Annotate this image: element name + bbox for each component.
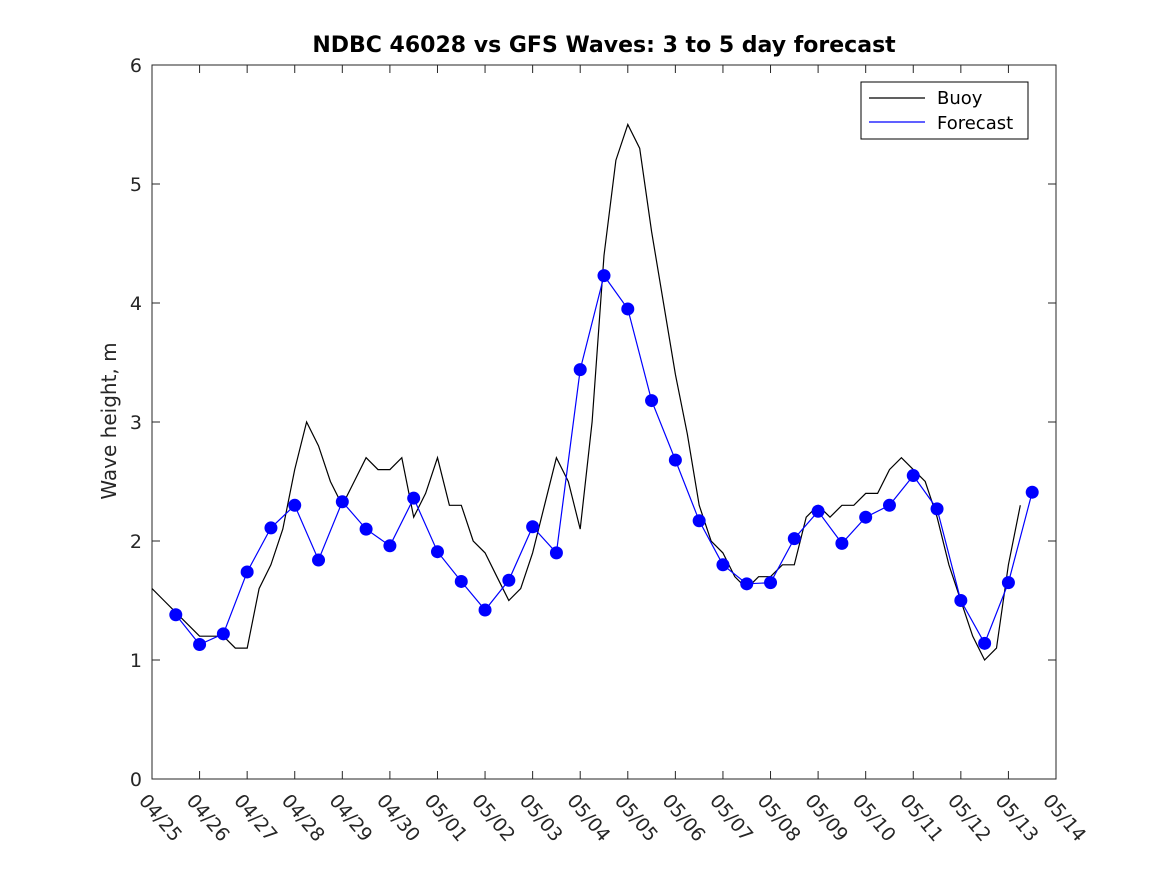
y-tick-label: 4 — [130, 293, 142, 315]
forecast-point — [906, 469, 920, 483]
forecast-point — [430, 545, 444, 559]
y-axis-ticks: 0 1 2 3 4 5 6 — [130, 55, 1056, 791]
forecast-point — [549, 546, 563, 560]
forecast-point — [573, 363, 587, 377]
forecast-point — [216, 627, 230, 641]
forecast-point — [193, 638, 207, 652]
y-tick-label: 5 — [130, 174, 142, 196]
chart-title: NDBC 46028 vs GFS Waves: 3 to 5 day fore… — [312, 33, 896, 58]
y-tick-label: 6 — [130, 55, 142, 77]
forecast-point — [169, 608, 183, 622]
forecast-point — [335, 495, 349, 509]
forecast-point — [1025, 485, 1039, 499]
forecast-point — [692, 514, 706, 528]
forecast-point — [764, 576, 778, 590]
legend: Buoy Forecast — [860, 81, 1029, 140]
y-tick-label: 0 — [130, 769, 142, 791]
forecast-point — [978, 636, 992, 650]
forecast-point — [502, 573, 516, 587]
forecast-point — [454, 574, 468, 588]
forecast-point — [288, 498, 302, 512]
forecast-point — [740, 577, 754, 591]
forecast-point — [478, 603, 492, 617]
forecast-point — [716, 558, 730, 572]
y-tick-label: 1 — [130, 650, 142, 672]
forecast-point — [954, 594, 968, 607]
forecast-point — [811, 504, 825, 518]
y-axis-label: Wave height, m — [97, 342, 121, 499]
forecast-point — [597, 269, 611, 283]
y-tick-label: 2 — [130, 531, 142, 553]
legend-label-buoy: Buoy — [937, 88, 983, 109]
forecast-point — [264, 521, 278, 535]
forecast-point — [859, 510, 873, 524]
forecast-point — [383, 539, 397, 553]
plot-area — [151, 64, 1057, 780]
forecast-point — [359, 522, 373, 536]
forecast-point — [645, 394, 659, 408]
legend-box — [860, 81, 1029, 140]
forecast-point — [240, 565, 254, 579]
forecast-point — [312, 553, 326, 567]
forecast-point — [407, 491, 421, 505]
forecast-point — [882, 498, 896, 512]
forecast-point — [621, 302, 635, 316]
forecast-point — [526, 520, 540, 534]
forecast-point — [787, 532, 801, 546]
forecast-point — [930, 502, 944, 516]
legend-label-forecast: Forecast — [937, 113, 1013, 134]
buoy-line — [151, 122, 1021, 662]
forecast-point — [1001, 576, 1015, 590]
forecast-point — [835, 536, 849, 550]
y-tick-label: 3 — [130, 412, 142, 434]
forecast-point — [668, 453, 682, 467]
